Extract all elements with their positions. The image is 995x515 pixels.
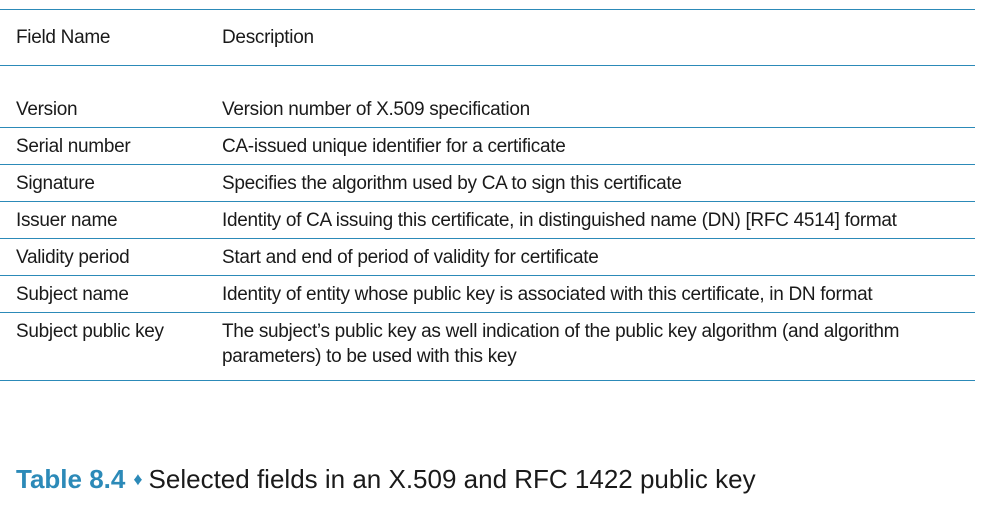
description-cell: Version number of X.509 specification — [222, 90, 975, 128]
description-cell: Identity of CA issuing this certificate,… — [222, 201, 975, 239]
description-cell: Start and end of period of validity for … — [222, 238, 975, 276]
description-cell: CA-issued unique identifier for a certif… — [222, 127, 975, 165]
table-row-subject-public-key: Subject public key The subject’s public … — [0, 312, 975, 381]
header-description: Description — [222, 10, 975, 66]
table-row-validity-period: Validity period Start and end of period … — [0, 238, 975, 276]
diamond-separator-icon: ♦ — [133, 469, 143, 489]
caption-text: Selected fields in an X.509 and RFC 1422… — [148, 464, 756, 494]
fields-table-container: Field Name Description Version Version n… — [0, 9, 975, 381]
table-row-subject-name: Subject name Identity of entity whose pu… — [0, 275, 975, 313]
field-name-cell: Serial number — [0, 127, 222, 165]
table-spacer-row — [0, 65, 975, 91]
field-name-cell: Subject name — [0, 275, 222, 313]
description-cell: The subject’s public key as well indicat… — [222, 312, 975, 381]
field-name-cell: Subject public key — [0, 312, 222, 381]
table-caption: Table 8.4 ♦ Selected fields in an X.509 an… — [16, 462, 756, 499]
caption-label: Table 8.4 — [16, 464, 126, 494]
description-cell: Specifies the algorithm used by CA to si… — [222, 164, 975, 202]
table-row-version: Version Version number of X.509 specific… — [0, 90, 975, 128]
table-header-row: Field Name Description — [0, 10, 975, 66]
field-name-cell: Signature — [0, 164, 222, 202]
field-name-cell: Issuer name — [0, 201, 222, 239]
table-row-signature: Signature Specifies the algorithm used b… — [0, 164, 975, 202]
field-name-cell: Version — [0, 90, 222, 128]
table-row-serial-number: Serial number CA-issued unique identifie… — [0, 127, 975, 165]
field-name-cell: Validity period — [0, 238, 222, 276]
table-row-issuer-name: Issuer name Identity of CA issuing this … — [0, 201, 975, 239]
description-cell: Identity of entity whose public key is a… — [222, 275, 975, 313]
header-field-name: Field Name — [0, 10, 222, 66]
table-top-rule — [0, 9, 975, 10]
fields-table: Field Name Description Version Version n… — [0, 10, 975, 381]
